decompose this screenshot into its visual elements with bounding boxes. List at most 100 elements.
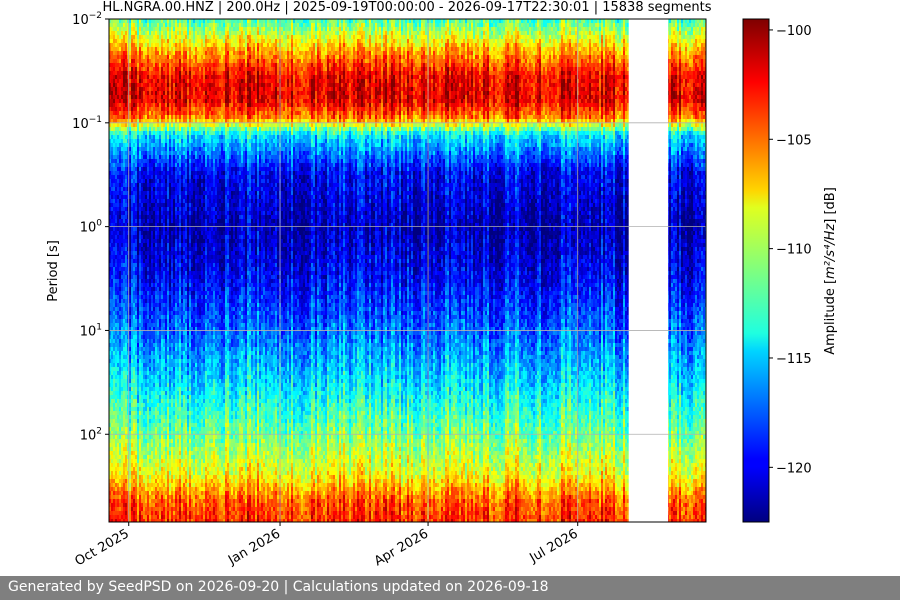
- heatmap-cell: [125, 39, 128, 44]
- heatmap-cell: [113, 47, 116, 52]
- heatmap-cell: [123, 263, 126, 268]
- heatmap-cell: [117, 123, 120, 128]
- heatmap-cell: [113, 303, 116, 308]
- heatmap-cell: [113, 239, 116, 244]
- heatmap-cell: [135, 211, 138, 216]
- heatmap-cell: [111, 419, 114, 424]
- heatmap-cell: [123, 495, 126, 500]
- heatmap-cell: [127, 187, 130, 192]
- heatmap-cell: [111, 487, 114, 492]
- heatmap-cell: [117, 127, 120, 132]
- heatmap-cell: [115, 451, 118, 456]
- heatmap-cell: [117, 111, 120, 116]
- heatmap-cell: [115, 99, 118, 104]
- heatmap-cell: [125, 311, 128, 316]
- heatmap-cell: [123, 459, 126, 464]
- heatmap-cell: [131, 235, 134, 240]
- heatmap-cell: [115, 295, 118, 300]
- heatmap-cell: [123, 159, 126, 164]
- heatmap-cell: [121, 471, 124, 476]
- heatmap-cell: [109, 51, 112, 56]
- heatmap-cell: [109, 243, 112, 248]
- heatmap-cell: [135, 143, 138, 148]
- heatmap-cell: [129, 63, 132, 68]
- heatmap-cell: [121, 135, 124, 140]
- heatmap-cell: [127, 115, 130, 120]
- heatmap-cell: [135, 503, 138, 508]
- heatmap-cell: [135, 431, 138, 436]
- heatmap-cell: [119, 259, 122, 264]
- heatmap-cell: [127, 483, 130, 488]
- heatmap-cell: [109, 339, 112, 344]
- heatmap-cell: [123, 511, 126, 516]
- heatmap-cell: [137, 139, 140, 144]
- heatmap-cell: [119, 63, 122, 68]
- heatmap-cell: [111, 319, 114, 324]
- heatmap-cell: [111, 439, 114, 444]
- heatmap-cell: [127, 235, 130, 240]
- heatmap-cell: [125, 291, 128, 296]
- heatmap-cell: [131, 467, 134, 472]
- heatmap-cell: [113, 163, 116, 168]
- heatmap-cell: [129, 175, 132, 180]
- heatmap-cell: [113, 307, 116, 312]
- heatmap-cell: [109, 167, 112, 172]
- heatmap-cell: [111, 379, 114, 384]
- heatmap-cell: [135, 483, 138, 488]
- heatmap-cell: [129, 255, 132, 260]
- heatmap-cell: [137, 127, 140, 132]
- heatmap-cell: [137, 195, 140, 200]
- heatmap-cell: [117, 67, 120, 72]
- heatmap-cell: [133, 195, 136, 200]
- heatmap-cell: [121, 123, 124, 128]
- heatmap-cell: [133, 343, 136, 348]
- heatmap-cell: [123, 331, 126, 336]
- heatmap-cell: [111, 495, 114, 500]
- heatmap-cell: [127, 51, 130, 56]
- heatmap-cell: [115, 355, 118, 360]
- heatmap-cell: [135, 95, 138, 100]
- heatmap-cell: [125, 55, 128, 60]
- heatmap-cell: [117, 355, 120, 360]
- heatmap-cell: [111, 475, 114, 480]
- heatmap-cell: [109, 159, 112, 164]
- heatmap-cell: [123, 75, 126, 80]
- heatmap-cell: [131, 495, 134, 500]
- heatmap-cell: [123, 103, 126, 108]
- heatmap-cell: [123, 291, 126, 296]
- heatmap-cell: [125, 335, 128, 340]
- heatmap-cell: [135, 367, 138, 372]
- heatmap-cell: [139, 23, 142, 28]
- heatmap-cell: [127, 79, 130, 84]
- heatmap-cell: [137, 327, 140, 332]
- heatmap-cell: [119, 359, 122, 364]
- heatmap-cell: [119, 363, 122, 368]
- heatmap-cell: [139, 127, 142, 132]
- heatmap-cell: [127, 159, 130, 164]
- heatmap-cell: [121, 503, 124, 508]
- heatmap-cell: [135, 279, 138, 284]
- heatmap-cell: [123, 379, 126, 384]
- heatmap-cell: [111, 291, 114, 296]
- heatmap-cell: [109, 175, 112, 180]
- heatmap-cell: [125, 487, 128, 492]
- heatmap-cell: [127, 119, 130, 124]
- heatmap-cell: [133, 27, 136, 32]
- heatmap-cell: [121, 467, 124, 472]
- heatmap-cell: [119, 367, 122, 372]
- heatmap-cell: [117, 271, 120, 276]
- heatmap-cell: [127, 495, 130, 500]
- heatmap-cell: [129, 515, 132, 520]
- heatmap-cell: [131, 243, 134, 248]
- heatmap-cell: [119, 495, 122, 500]
- heatmap-cell: [133, 259, 136, 264]
- heatmap-cell: [123, 347, 126, 352]
- heatmap-cell: [111, 171, 114, 176]
- heatmap-cell: [119, 31, 122, 36]
- heatmap-cell: [119, 27, 122, 32]
- heatmap-cell: [139, 183, 142, 188]
- heatmap-cell: [129, 83, 132, 88]
- heatmap-cell: [135, 455, 138, 460]
- heatmap-cell: [111, 271, 114, 276]
- heatmap-cell: [131, 435, 134, 440]
